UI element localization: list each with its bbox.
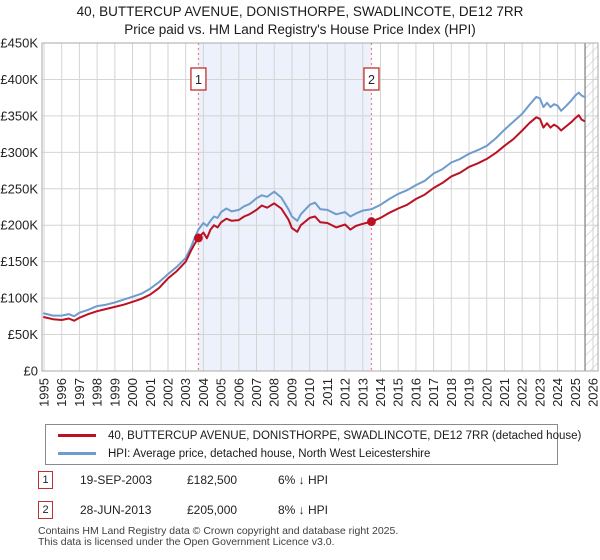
x-axis-tick-label: 1995 [37, 378, 52, 407]
sale-annotation-1: 1 19-SEP-2003 £182,500 6% ↓ HPI [0, 471, 600, 491]
price-history-chart: £0 £50K £100K £150K £200K £250K £300K £350K £400… [0, 36, 600, 407]
legend: 40, BUTTERCUP AVENUE, DONISTHORPE, SWADL… [45, 424, 581, 465]
x-axis-tick-label: 2024 [550, 378, 565, 407]
x-axis-tick-label: 2020 [479, 378, 494, 407]
sale-annotation-2: 2 28-JUN-2013 £205,000 8% ↓ HPI [0, 501, 600, 521]
chart-title-block: 40, BUTTERCUP AVENUE, DONISTHORPE, SWADL… [0, 3, 600, 38]
x-axis-tick-label: 2001 [143, 378, 158, 407]
legend-label-hpi: HPI: Average price, detached house, Nort… [108, 447, 431, 460]
future-hatched-region [585, 43, 598, 371]
x-axis-tick-label: 2016 [408, 378, 423, 407]
x-axis-tick-label: 1997 [72, 378, 87, 407]
x-axis-tick-label: 2021 [497, 378, 512, 407]
plot-border [41, 42, 599, 372]
x-axis-tick-label: 2022 [515, 378, 530, 407]
sale-2-marker-badge: 2 [38, 501, 53, 519]
sale-1-date: 19-SEP-2003 [80, 473, 153, 487]
x-axis-tick-label: 2012 [338, 378, 353, 407]
property-line-swatch [58, 434, 96, 437]
y-axis-tick-label: £50K [8, 327, 39, 342]
x-axis-tick-label: 2009 [284, 378, 299, 407]
x-axis-tick-label: 2023 [532, 378, 547, 407]
hpi-line-swatch [58, 452, 96, 455]
x-axis-tick-label: 2003 [178, 378, 193, 407]
chart-title: 40, BUTTERCUP AVENUE, DONISTHORPE, SWADL… [76, 4, 524, 19]
property-price-line [43, 114, 586, 322]
y-axis-tick-label: £300K [0, 145, 38, 160]
y-axis-tick-label: £150K [0, 254, 38, 269]
sale-marker-number: 2 [368, 73, 375, 87]
x-axis-tick-label: 1998 [90, 378, 105, 407]
x-axis-tick-label: 2025 [568, 378, 583, 407]
legend-label-property: 40, BUTTERCUP AVENUE, DONISTHORPE, SWADL… [108, 429, 582, 442]
x-axis-tick-label: 2004 [196, 378, 211, 407]
sale-2-price: £205,000 [187, 503, 238, 517]
x-axis-tick-label: 2002 [160, 378, 175, 407]
sale-marker-box [190, 67, 207, 91]
sale-1-price: £182,500 [187, 473, 238, 487]
x-axis-tick-label: 2017 [426, 378, 441, 407]
x-axis-tick-label: 2008 [267, 378, 282, 407]
chart-subtitle: Price paid vs. HM Land Registry's House … [124, 22, 476, 37]
x-axis-tick-label: 2018 [444, 378, 459, 407]
sale-point-dot [194, 233, 203, 243]
sale-marker-number: 1 [195, 73, 202, 87]
x-axis-tick-label: 2019 [462, 378, 477, 407]
x-axis-tick-label: 2026 [586, 378, 600, 407]
footer-line-1: Contains HM Land Registry data © Crown c… [38, 525, 399, 537]
x-axis-tick-label: 2006 [231, 378, 246, 407]
x-axis-tick-label: 2005 [214, 378, 229, 407]
sale-2-date: 28-JUN-2013 [80, 503, 152, 517]
sale-1-marker-badge: 1 [38, 471, 53, 489]
x-axis-tick-label: 2007 [249, 378, 264, 407]
legend-item-property: 40, BUTTERCUP AVENUE, DONISTHORPE, SWADL… [46, 428, 581, 443]
x-axis-tick-label: 2000 [125, 378, 140, 407]
y-axis-tick-label: £350K [0, 108, 38, 123]
hpi-line [43, 91, 586, 318]
x-axis-tick-label: 2013 [355, 378, 370, 407]
y-axis-tick-label: £100K [0, 291, 38, 306]
y-axis-tick-label: £250K [0, 181, 38, 196]
x-axis-tick-label: 2011 [320, 378, 335, 406]
x-axis-tick-label: 1996 [54, 378, 69, 407]
x-axis-tick-label: 1999 [107, 378, 122, 407]
license-footer: Contains HM Land Registry data © Crown c… [38, 526, 598, 548]
x-axis-tick-label: 2010 [302, 378, 317, 407]
y-axis-tick-label: £450K [0, 36, 38, 51]
x-axis-tick-label: 2014 [373, 378, 388, 407]
x-axis-tick-label: 2015 [391, 378, 406, 407]
footer-line-2: This data is licensed under the Open Gov… [38, 536, 335, 548]
between-sales-shaded-region [198, 43, 372, 371]
legend-item-hpi: HPI: Average price, detached house, Nort… [46, 446, 557, 461]
y-axis-tick-label: £400K [0, 72, 38, 87]
sale-1-vs-hpi: 6% ↓ HPI [278, 473, 329, 487]
y-axis-tick-label: £200K [0, 218, 38, 233]
sale-marker-box [363, 67, 380, 91]
sale-2-vs-hpi: 8% ↓ HPI [278, 503, 329, 517]
y-axis-tick-label: £0 [24, 364, 38, 379]
sale-point-dot [367, 217, 376, 226]
